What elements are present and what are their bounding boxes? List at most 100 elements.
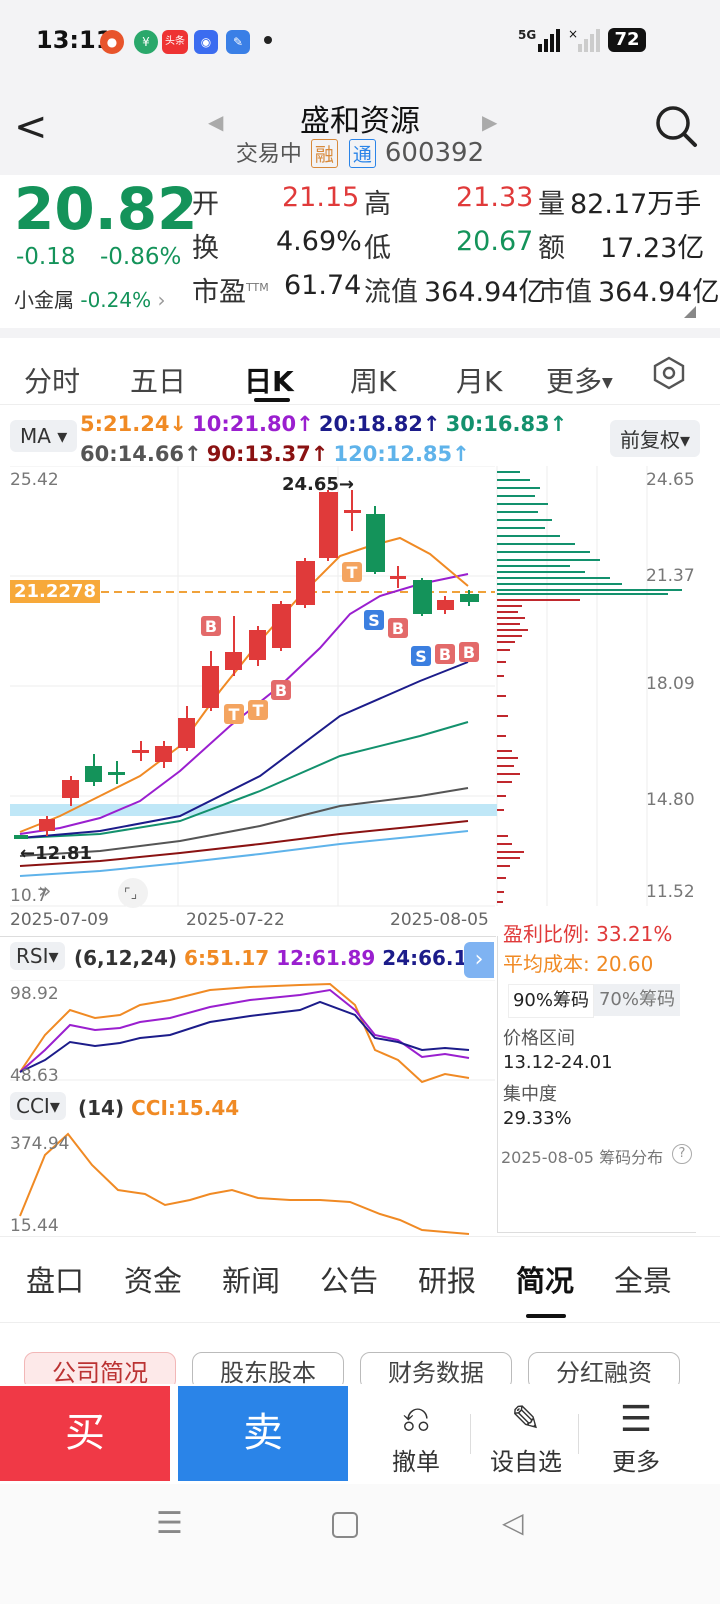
expand-corner-icon[interactable] — [684, 306, 696, 318]
bottom-tab-indicator — [526, 1314, 566, 1318]
svg-text:S: S — [368, 611, 380, 630]
svg-text:T: T — [253, 701, 264, 720]
cancel-order-button[interactable]: ⎌ 撤单 — [366, 1398, 466, 1477]
tab-weekly-k[interactable]: 周K — [350, 365, 397, 398]
cci-params: (14) — [78, 1096, 125, 1120]
tab-more[interactable]: 更多▼ — [546, 360, 613, 400]
ma10-value: 10:21.80↑ — [192, 412, 314, 436]
edit-square-icon: ✎ — [510, 1399, 542, 1440]
indicator-selector-cci[interactable]: CCI▾ — [10, 1092, 66, 1120]
sector-link[interactable]: 小金属 -0.24% › — [14, 284, 165, 313]
adjust-selector[interactable]: 前复权▾ — [610, 420, 701, 457]
rsi12-value: 12:61.89 — [276, 946, 376, 970]
add-watchlist-button[interactable]: ✎ 设自选 — [476, 1398, 576, 1477]
tab-announcements[interactable]: 公告 — [320, 1264, 379, 1298]
subtab-financials[interactable]: 财务数据 — [360, 1352, 512, 1390]
more-actions-label: 更多 — [612, 1448, 660, 1476]
candlesticks — [14, 490, 479, 839]
trading-status: 交易中 — [235, 142, 302, 167]
tab-order-book[interactable]: 盘口 — [26, 1264, 85, 1298]
fullscreen-icon[interactable] — [118, 878, 148, 908]
next-stock-icon[interactable]: ▶ — [482, 110, 498, 134]
profit-ratio: 盈利比例: 33.21% — [503, 922, 673, 946]
more-actions-button[interactable]: ☰ 更多 — [586, 1398, 686, 1477]
status-time: 13:11 — [36, 26, 113, 54]
float-cap-value: 364.94亿 — [424, 277, 546, 308]
subtab-company-profile[interactable]: 公司简况 — [24, 1352, 176, 1390]
ma60-line — [19, 787, 469, 857]
divider — [0, 328, 720, 338]
ma90-value: 90:13.37↑ — [206, 442, 329, 466]
svg-text:B: B — [439, 645, 451, 664]
recent-apps-icon[interactable]: ☰ — [156, 1506, 183, 1541]
svg-text:⌜⌟: ⌜⌟ — [124, 886, 137, 902]
sell-button[interactable]: 卖 — [178, 1386, 348, 1481]
tab-news[interactable]: 新闻 — [222, 1264, 281, 1298]
prev-stock-icon[interactable]: ◀ — [208, 110, 224, 134]
collapse-arrows-icon[interactable]: » — [38, 879, 51, 904]
low-label: 低 — [364, 233, 391, 264]
high-label: 高 — [364, 189, 391, 220]
app-notification-icon: ● — [100, 30, 124, 54]
svg-text:S: S — [415, 647, 427, 666]
market-cap-label: 市值 — [538, 277, 592, 308]
tab-profile[interactable]: 简况 — [516, 1264, 575, 1298]
svg-text:B: B — [463, 643, 475, 662]
settings-hex-icon[interactable] — [652, 356, 686, 390]
pe-ttm-sup: TTM — [246, 281, 269, 294]
buy-button[interactable]: 买 — [0, 1386, 170, 1481]
volume-value: 82.17万手 — [570, 189, 702, 220]
tab-panorama[interactable]: 全景 — [614, 1264, 673, 1298]
back-arrow-icon[interactable]: < — [14, 104, 48, 150]
tab-intraday[interactable]: 分时 — [24, 365, 81, 398]
axis-left-top: 25.42 — [10, 470, 59, 490]
rsi-axis-top: 98.92 — [10, 984, 59, 1004]
low-value: 20.67 — [456, 226, 534, 257]
tab-capital[interactable]: 资金 — [124, 1264, 183, 1298]
expand-panel-icon[interactable]: › — [464, 942, 494, 978]
open-value: 21.15 — [282, 182, 360, 213]
rsi-legend: (6,12,24) 6:51.17 12:61.89 24:66.10 — [74, 946, 481, 970]
tab-daily-k[interactable]: 日K — [244, 365, 294, 398]
tab-monthly-k[interactable]: 月K — [456, 365, 503, 398]
indicator-selector-rsi[interactable]: RSI▾ — [10, 942, 65, 970]
price-change: -0.18 — [16, 244, 76, 270]
avg-cost: 平均成本: 20.60 — [503, 952, 654, 976]
ma5-value: 5:21.24↓ — [80, 412, 188, 436]
chip-tab-90[interactable]: 90%筹码 — [508, 984, 594, 1018]
back-nav-icon[interactable]: ◁ — [502, 1506, 524, 1539]
svg-text:T: T — [229, 705, 240, 724]
search-icon[interactable] — [654, 104, 698, 148]
ma120-line — [19, 830, 469, 877]
quote-panel — [0, 175, 720, 335]
wallet-notification-icon: ¥ — [134, 30, 158, 54]
amount-value: 17.23亿 — [600, 233, 705, 264]
axis-left-bottom: 10.7 — [10, 886, 48, 906]
add-watchlist-label: 设自选 — [490, 1448, 562, 1476]
last-price: 20.82 — [14, 175, 198, 243]
tab-research[interactable]: 研报 — [418, 1264, 477, 1298]
help-icon[interactable]: ? — [672, 1144, 692, 1164]
ma10-line — [19, 573, 469, 835]
home-icon[interactable] — [332, 1512, 358, 1538]
subtab-dividends[interactable]: 分红融资 — [528, 1352, 680, 1390]
tab-five-day[interactable]: 五日 — [130, 365, 187, 398]
feather-notification-icon: ✎ — [226, 30, 250, 54]
open-label: 开 — [192, 189, 219, 220]
ma30-value: 30:16.83↑ — [445, 412, 568, 436]
chip-tab-70[interactable]: 70%筹码 — [594, 984, 680, 1016]
support-band — [10, 804, 497, 816]
max-price-label: 24.65→ — [282, 474, 355, 495]
kline-chart[interactable]: B T T B T S B S B B » ⌜⌟ — [0, 466, 720, 936]
range-label: 价格区间 — [503, 1028, 575, 1049]
svg-text:×: × — [568, 28, 578, 41]
svg-text:T: T — [347, 563, 358, 582]
undo-doc-icon: ⎌ — [401, 1399, 431, 1440]
float-cap-label: 流值 — [364, 277, 418, 308]
amount-label: 额 — [538, 233, 565, 264]
chip-distribution-loss — [497, 599, 580, 903]
cci-legend: (14) CCI:15.44 — [78, 1096, 239, 1120]
cci-axis-bottom: 15.44 — [10, 1216, 59, 1236]
tab-more-label: 更多 — [546, 365, 603, 398]
indicator-selector-ma[interactable]: MA ▾ — [10, 420, 78, 452]
